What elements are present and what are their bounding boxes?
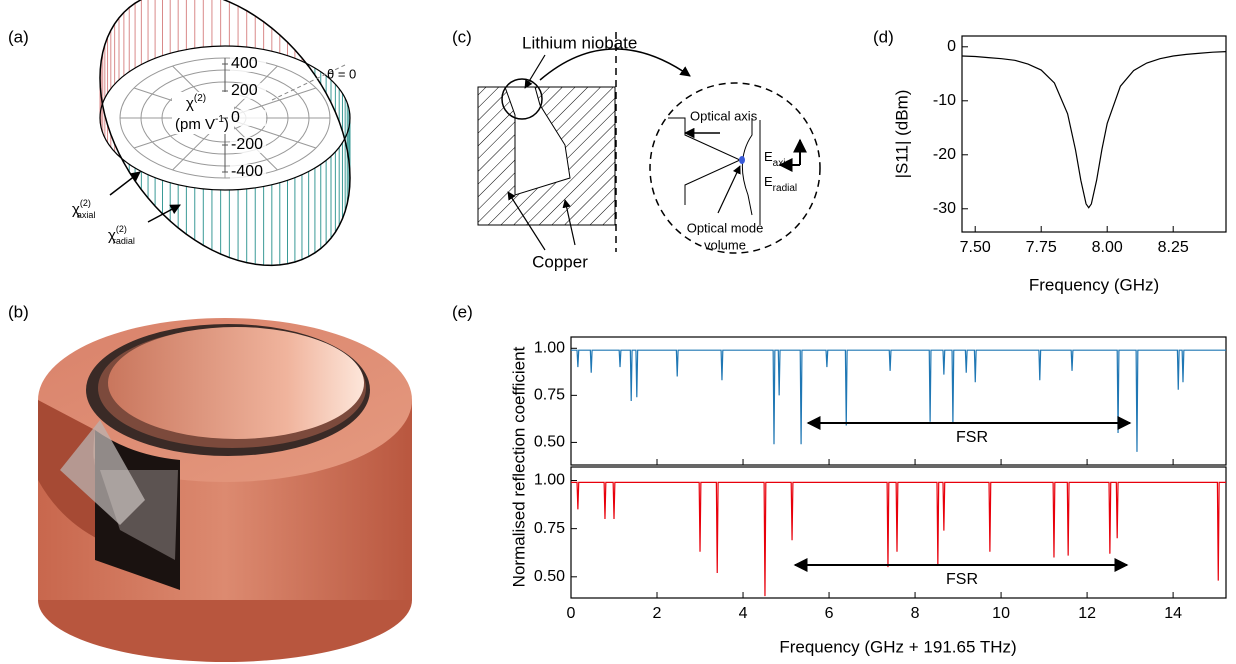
x-tick-label: 6 <box>825 605 834 622</box>
tick-label: 200 <box>231 82 258 99</box>
y-tick-label: 0.75 <box>534 387 565 404</box>
y-tick-label: -30 <box>933 200 956 217</box>
unit: (pm V <box>175 116 215 133</box>
x-tick-label: 10 <box>992 605 1010 622</box>
sup: (2) <box>116 224 127 234</box>
x-axis-label: Frequency (GHz) <box>1029 275 1159 294</box>
resonator-render <box>38 318 412 662</box>
unit-end: ) <box>224 116 229 133</box>
tick-label: 0 <box>231 109 240 126</box>
plot-frame <box>571 337 1226 465</box>
annotation: FSR <box>946 571 978 588</box>
cross-section <box>478 32 820 253</box>
panel-label: (e) <box>452 302 473 321</box>
sup: (2) <box>80 198 91 208</box>
sup: (2) <box>194 93 206 104</box>
label: Eradial <box>764 174 797 193</box>
sub: radial <box>773 183 797 194</box>
tick-label: -400 <box>231 163 263 180</box>
label: Optical mode <box>687 220 764 235</box>
sub: radial <box>113 236 135 246</box>
x-tick-label: 12 <box>1078 605 1096 622</box>
x-tick-label: 7.50 <box>960 239 991 256</box>
label: volume <box>704 237 746 252</box>
x-tick-label: 14 <box>1164 605 1182 622</box>
plot-frame <box>962 36 1226 232</box>
axial-label: χ(2)axial <box>72 198 95 220</box>
x-tick-label: 4 <box>739 605 748 622</box>
y-tick-label: 0.75 <box>534 520 565 537</box>
label: Copper <box>532 252 588 271</box>
x-tick-label: 8.25 <box>1158 239 1189 256</box>
x-tick-label: 8.00 <box>1092 239 1123 256</box>
tick-label: 400 <box>231 55 258 72</box>
y-tick-label: -10 <box>933 92 956 109</box>
y-axis-label: Normalised reflection coefficient <box>509 346 528 587</box>
sub: axial <box>77 210 96 220</box>
line <box>571 350 1226 452</box>
y-tick-label: 0.50 <box>534 434 565 451</box>
symbol: E <box>764 149 773 164</box>
symbol: χ <box>186 95 194 112</box>
y-tick-label: 0.50 <box>534 568 565 585</box>
annotation: FSR <box>956 429 988 446</box>
x-tick-label: 2 <box>653 605 662 622</box>
symbol: E <box>764 174 773 189</box>
y-tick-label: 0 <box>947 38 956 55</box>
arrow <box>148 205 180 222</box>
panel-label: (d) <box>873 27 894 46</box>
radial-label: χ(2)radial <box>108 224 135 246</box>
plot-frame <box>571 467 1226 598</box>
label: Optical axis <box>690 108 758 123</box>
panel-label: (b) <box>8 302 29 321</box>
y-tick-label: 1.00 <box>534 340 565 357</box>
line <box>571 482 1226 596</box>
label: Eaxial <box>764 149 793 168</box>
x-tick-label: 0 <box>567 605 576 622</box>
figure: (a) (b) (c) 4002000-200-400 θ = 0 χ(2) (… <box>0 0 1236 664</box>
label: Lithium niobate <box>522 33 637 52</box>
x-tick-label: 7.75 <box>1026 239 1057 256</box>
y-tick-label: 1.00 <box>534 472 565 489</box>
y-axis-label: |S11| (dBm) <box>892 90 911 179</box>
panel-label: (c) <box>452 27 472 46</box>
line <box>962 52 1226 208</box>
y-tick-label: -20 <box>933 146 956 163</box>
theta-label: θ = 0 <box>327 66 356 81</box>
x-tick-label: 8 <box>911 605 920 622</box>
x-axis-label: Frequency (GHz + 191.65 THz) <box>779 637 1016 656</box>
panel-label: (a) <box>8 27 29 46</box>
arrow <box>110 172 140 195</box>
tick-label: -200 <box>231 136 263 153</box>
sub: axial <box>773 158 794 169</box>
